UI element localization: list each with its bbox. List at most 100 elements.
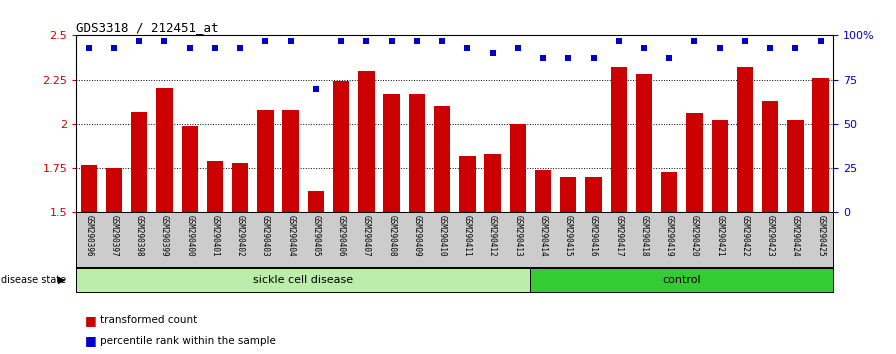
Bar — [383, 94, 400, 212]
Text: GSM290409: GSM290409 — [412, 215, 421, 257]
Text: GSM290397: GSM290397 — [109, 215, 118, 257]
Bar — [409, 94, 425, 212]
Bar — [530, 268, 833, 292]
Text: GDS3318 / 212451_at: GDS3318 / 212451_at — [76, 21, 219, 34]
Point — [334, 38, 349, 44]
Point — [586, 56, 600, 61]
Bar — [762, 101, 779, 212]
Text: GSM290418: GSM290418 — [640, 215, 649, 257]
Point — [486, 50, 500, 56]
Point — [283, 38, 297, 44]
Bar — [535, 170, 551, 212]
Text: GSM290405: GSM290405 — [312, 215, 321, 257]
Point — [687, 38, 702, 44]
Text: GSM290416: GSM290416 — [589, 215, 598, 257]
Point — [384, 38, 399, 44]
Bar — [182, 126, 198, 212]
Text: GSM290399: GSM290399 — [160, 215, 169, 257]
Point — [612, 38, 626, 44]
Point — [183, 45, 197, 51]
Bar — [76, 268, 530, 292]
Text: GSM290412: GSM290412 — [488, 215, 497, 257]
Bar — [358, 71, 375, 212]
Point — [208, 45, 222, 51]
Bar — [434, 106, 451, 212]
Text: GSM290398: GSM290398 — [134, 215, 143, 257]
Point — [461, 45, 475, 51]
Text: GSM290422: GSM290422 — [740, 215, 749, 257]
Text: GSM290410: GSM290410 — [437, 215, 446, 257]
Bar — [636, 74, 652, 212]
Point — [637, 45, 651, 51]
Text: GSM290414: GSM290414 — [538, 215, 547, 257]
Bar — [686, 113, 702, 212]
Text: GSM290421: GSM290421 — [715, 215, 724, 257]
Text: GSM290404: GSM290404 — [286, 215, 295, 257]
Point — [763, 45, 778, 51]
Text: GSM290417: GSM290417 — [615, 215, 624, 257]
Point — [359, 38, 374, 44]
Text: GSM290413: GSM290413 — [513, 215, 522, 257]
Text: GSM290400: GSM290400 — [185, 215, 194, 257]
Text: GSM290420: GSM290420 — [690, 215, 699, 257]
Text: ■: ■ — [85, 334, 97, 347]
Point — [788, 45, 803, 51]
Point — [536, 56, 550, 61]
Text: GSM290415: GSM290415 — [564, 215, 573, 257]
Point — [662, 56, 676, 61]
Bar — [106, 168, 122, 212]
Bar — [459, 156, 476, 212]
Point — [561, 56, 575, 61]
Text: GSM290423: GSM290423 — [766, 215, 775, 257]
Bar — [711, 120, 728, 212]
Bar — [510, 124, 526, 212]
Point — [435, 38, 449, 44]
Text: GSM290402: GSM290402 — [236, 215, 245, 257]
Text: transformed count: transformed count — [100, 315, 198, 325]
Bar — [156, 88, 173, 212]
Point — [258, 38, 272, 44]
Text: GSM290406: GSM290406 — [337, 215, 346, 257]
Point — [511, 45, 525, 51]
Text: percentile rank within the sample: percentile rank within the sample — [100, 336, 276, 346]
Text: disease state: disease state — [1, 275, 66, 285]
Point — [132, 38, 146, 44]
Bar — [485, 154, 501, 212]
Bar — [560, 177, 576, 212]
Bar — [232, 163, 248, 212]
Bar — [257, 110, 273, 212]
Text: GSM290403: GSM290403 — [261, 215, 270, 257]
Point — [233, 45, 247, 51]
Bar — [610, 67, 627, 212]
Text: control: control — [662, 275, 702, 285]
Text: ▶: ▶ — [58, 275, 65, 285]
Point — [309, 86, 323, 91]
Bar — [207, 161, 223, 212]
Bar — [131, 112, 148, 212]
Point — [158, 38, 172, 44]
Point — [737, 38, 752, 44]
Text: GSM290419: GSM290419 — [665, 215, 674, 257]
Bar — [813, 78, 829, 212]
Bar — [81, 165, 97, 212]
Text: GSM290396: GSM290396 — [84, 215, 93, 257]
Point — [409, 38, 424, 44]
Point — [712, 45, 727, 51]
Text: GSM290411: GSM290411 — [463, 215, 472, 257]
Text: ■: ■ — [85, 314, 97, 327]
Text: GSM290408: GSM290408 — [387, 215, 396, 257]
Text: sickle cell disease: sickle cell disease — [254, 275, 353, 285]
Text: GSM290407: GSM290407 — [362, 215, 371, 257]
Text: GSM290424: GSM290424 — [791, 215, 800, 257]
Point — [814, 38, 828, 44]
Bar — [333, 81, 349, 212]
Bar — [737, 67, 754, 212]
Bar — [307, 191, 324, 212]
Text: GSM290425: GSM290425 — [816, 215, 825, 257]
Bar — [661, 172, 677, 212]
Bar — [788, 120, 804, 212]
Point — [82, 45, 96, 51]
Text: GSM290401: GSM290401 — [211, 215, 220, 257]
Point — [107, 45, 121, 51]
Bar — [585, 177, 602, 212]
